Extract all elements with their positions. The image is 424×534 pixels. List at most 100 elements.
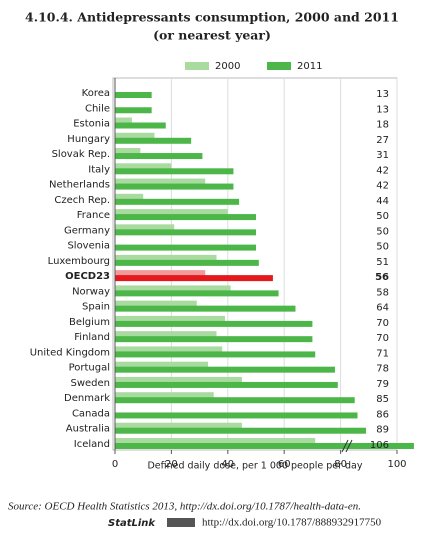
value-label: 50 [376,242,389,253]
y-tick-label: Canada [72,408,110,419]
value-label: 13 [376,104,389,115]
bar [115,153,203,160]
y-tick-label: Portugal [69,363,110,374]
bar [115,270,206,277]
value-label: 44 [376,196,389,207]
x-tick-label: 40 [221,459,234,470]
bar [115,315,225,322]
y-tick-label: Finland [74,332,110,343]
value-label: 70 [376,333,389,344]
bar [115,422,242,429]
bar [115,305,296,312]
bar [115,178,206,185]
bar [115,209,228,216]
bar [115,285,231,292]
bar [115,198,240,205]
y-tick-label: Luxembourg [48,256,110,267]
axis-break [341,439,353,453]
bar [115,275,273,282]
bar [115,397,355,404]
bar [115,117,132,124]
value-label: 27 [376,135,389,146]
legend-swatch [185,62,209,70]
bar [115,351,316,358]
bar [115,381,338,388]
y-tick-label: Italy [88,164,110,175]
bar [115,442,414,449]
y-tick-label: United Kingdom [30,347,110,358]
value-label: 13 [376,89,389,100]
value-label: 50 [376,226,389,237]
bar [115,336,313,343]
value-label: 64 [376,303,389,314]
y-tick-label: Chile [85,103,110,114]
y-tick-label: Netherlands [49,180,110,191]
bar [115,376,242,383]
bar [115,346,223,353]
bar [115,254,217,261]
value-column [365,79,396,449]
x-tick-label: 20 [165,459,178,470]
y-tick-label: Australia [66,424,110,435]
y-tick-label: Norway [72,286,110,297]
value-label: 70 [376,318,389,329]
bar [115,366,335,373]
bar [115,259,259,266]
y-tick-label: Czech Rep. [54,195,110,206]
source-note: Source: OECD Health Statistics 2013, htt… [8,501,361,513]
y-tick-label: France [77,210,110,221]
statlink-icon [167,518,195,527]
chart-subtitle: (or nearest year) [153,28,271,43]
bar [115,437,316,444]
bar [115,193,144,200]
value-label: 42 [376,181,389,192]
bar [115,224,175,231]
bar [115,92,152,98]
legend-label: 2011 [297,61,322,72]
bar [115,244,256,251]
y-tick-label: Sweden [70,378,110,389]
bar [115,132,155,139]
value-label: 31 [376,150,389,161]
bar [115,320,313,327]
statlink-label: StatLink [108,518,156,529]
bar [115,300,197,307]
value-label: 42 [376,165,389,176]
value-label: 18 [376,120,389,131]
value-label: 58 [376,287,389,298]
x-tick-label: 80 [334,459,347,470]
y-tick-label: Spain [82,302,110,313]
y-tick-label: Belgium [69,317,110,328]
bar [115,427,366,434]
value-label: 71 [376,348,389,359]
y-tick-label: Korea [82,88,110,99]
value-label: 50 [376,211,389,222]
chart-title: 4.10.4. Antidepressants consumption, 200… [25,10,399,25]
bar [115,290,279,297]
y-tick-label: Slovenia [67,241,110,252]
y-tick-label: Denmark [64,393,110,404]
value-label: 85 [376,394,389,405]
value-label: 79 [376,379,389,390]
x-tick-label: 0 [112,459,118,470]
value-label: 56 [375,272,389,283]
x-axis-label: Defined daily dose, per 1 000 people per… [147,461,362,472]
bar [115,148,141,155]
bar [115,392,214,399]
y-tick-label: Germany [64,225,110,236]
value-label: 106 [370,440,389,451]
y-tick-label: Hungary [67,134,110,145]
value-label: 89 [376,425,389,436]
bar [115,412,358,419]
y-tick-label: OECD23 [65,271,110,282]
x-tick-label: 60 [278,459,291,470]
bar [115,163,172,170]
y-tick-label: Iceland [74,439,110,450]
bar [115,168,234,175]
bar [115,214,256,221]
value-label: 78 [376,364,389,375]
bar [115,229,256,236]
bar [115,361,209,368]
legend-label: 2000 [215,61,240,72]
